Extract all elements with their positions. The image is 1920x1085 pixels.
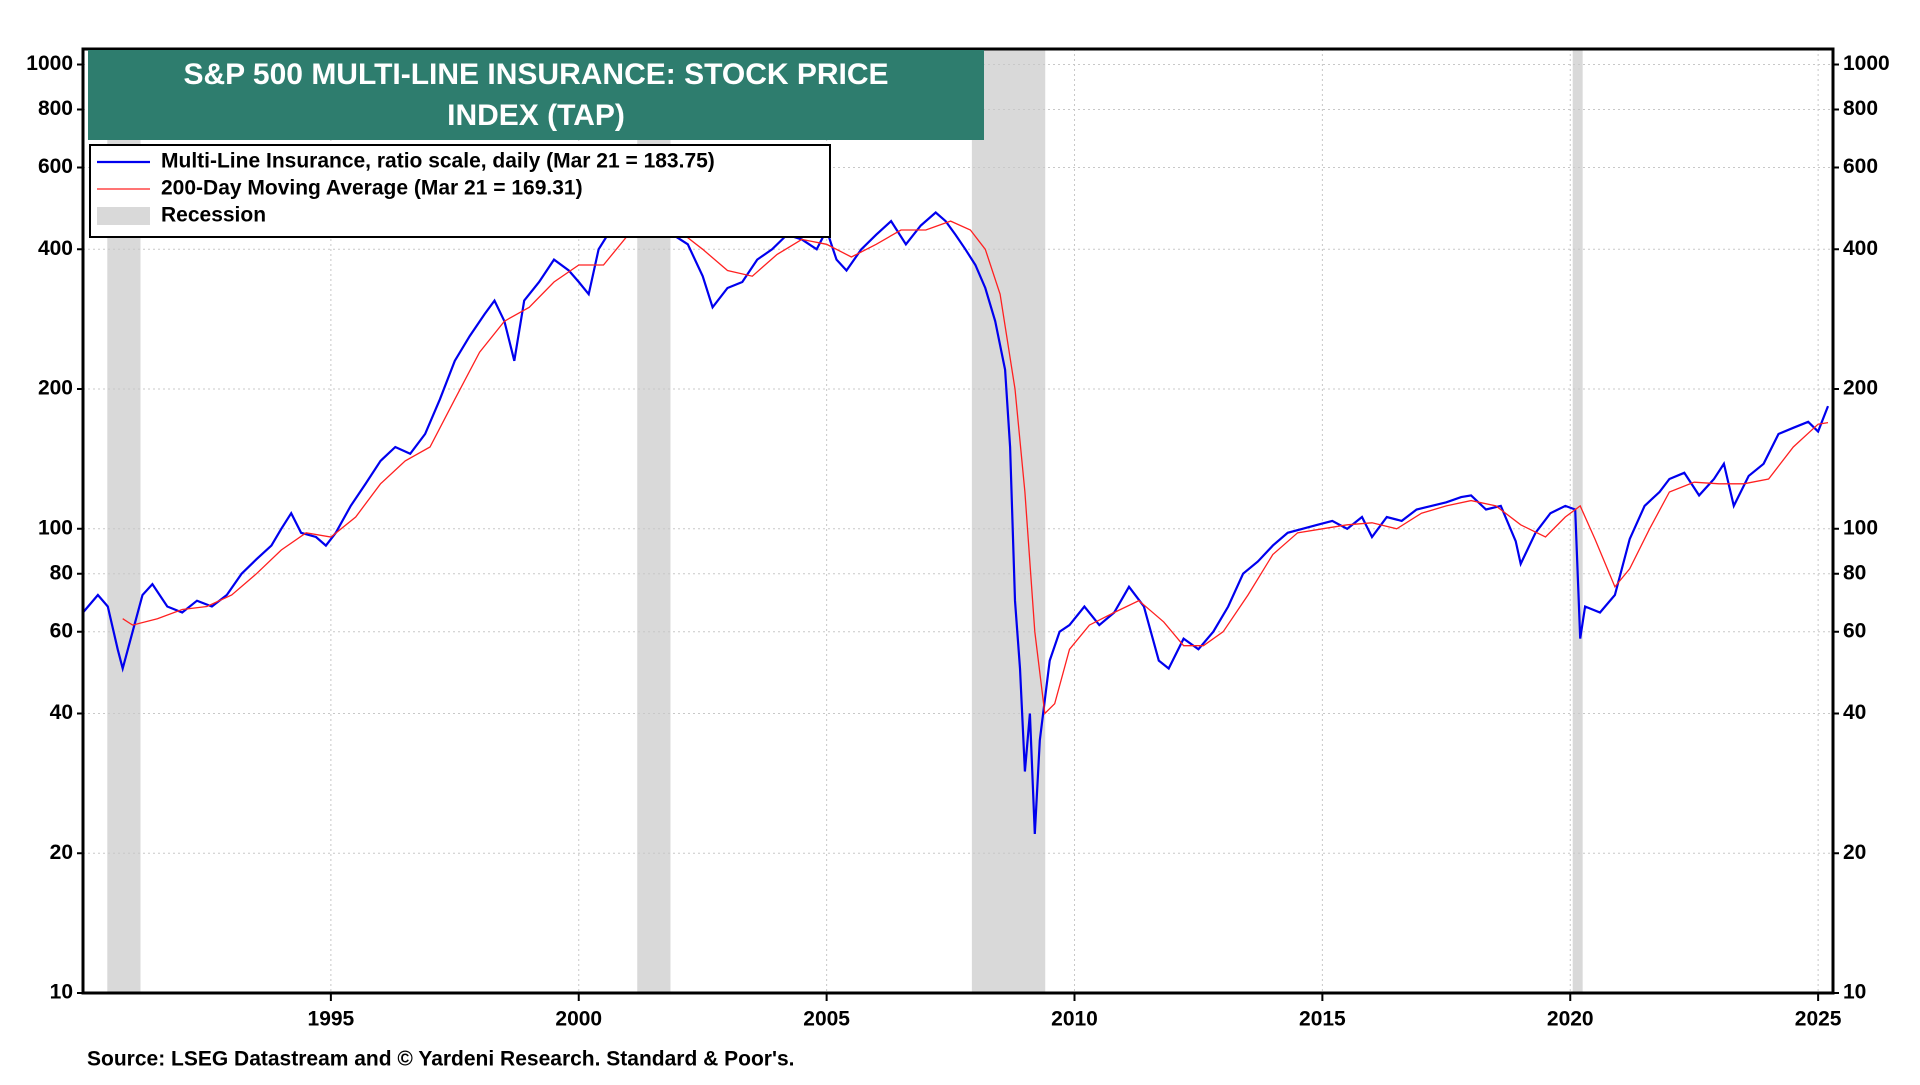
y-tick-label: 200 — [38, 377, 73, 400]
y-tick-label: 10 — [50, 981, 73, 1004]
y-tick-label: 60 — [50, 619, 73, 642]
y-tick-label: 40 — [50, 701, 73, 724]
legend-label: 200-Day Moving Average (Mar 21 = 169.31) — [161, 177, 583, 200]
y-tick-label: 80 — [50, 561, 73, 584]
x-tick-label: 2020 — [1547, 1008, 1594, 1031]
x-tick-label: 2025 — [1795, 1008, 1842, 1031]
legend-box — [89, 144, 831, 238]
series-line — [82, 202, 1830, 835]
x-tick-label: 2010 — [1051, 1008, 1098, 1031]
recession-band — [1572, 49, 1583, 993]
y2-tick-label: 1000 — [1843, 52, 1890, 75]
y2-tick-label: 800 — [1843, 97, 1878, 120]
y2-tick-label: 40 — [1843, 701, 1866, 724]
plot-frame — [81, 47, 1835, 995]
legend-label: Recession — [161, 204, 266, 227]
y2-tick-label: 60 — [1843, 619, 1866, 642]
legend: Multi-Line Insurance, ratio scale, daily… — [89, 144, 831, 238]
y-tick-label: 1000 — [26, 52, 73, 75]
y2-tick-label: 10 — [1843, 981, 1866, 1004]
source-note: Source: LSEG Datastream and © Yardeni Re… — [87, 1048, 794, 1071]
y-tick-label: 20 — [50, 841, 73, 864]
y-tick-label: 100 — [38, 516, 73, 539]
y2-tick-label: 20 — [1843, 841, 1866, 864]
y2-tick-label: 600 — [1843, 155, 1878, 178]
y-tick-label: 600 — [38, 155, 73, 178]
x-tick-label: 1995 — [308, 1008, 355, 1031]
x-tick-label: 2015 — [1299, 1008, 1346, 1031]
y2-tick-label: 400 — [1843, 237, 1878, 260]
legend-label: Multi-Line Insurance, ratio scale, daily… — [161, 150, 715, 173]
y-tick-label: 400 — [38, 237, 73, 260]
x-tick-label: 2000 — [555, 1008, 602, 1031]
x-tick-label: 2005 — [803, 1008, 850, 1031]
recession-band — [971, 49, 1046, 993]
y2-tick-label: 80 — [1843, 561, 1866, 584]
y2-tick-label: 200 — [1843, 377, 1878, 400]
y-tick-label: 800 — [38, 97, 73, 120]
y2-tick-label: 100 — [1843, 516, 1878, 539]
series-line — [122, 215, 1829, 715]
chart-title: S&P 500 MULTI-LINE INSURANCE: STOCK PRIC… — [88, 50, 984, 140]
legend-swatch — [97, 207, 150, 225]
